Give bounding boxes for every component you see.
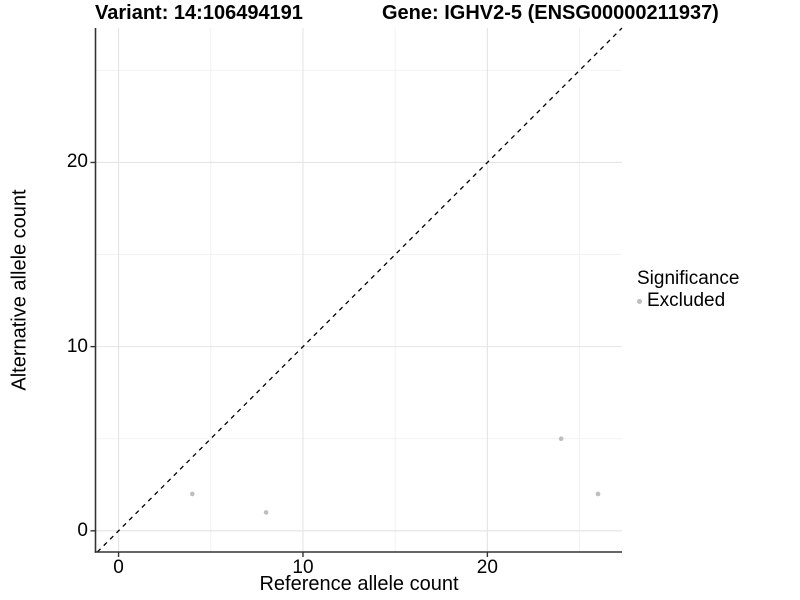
legend-item-label: Excluded	[647, 290, 726, 311]
legend-item-excluded: Excluded	[637, 290, 739, 312]
scatter-point	[190, 491, 195, 497]
x-axis-title: Reference allele count	[259, 573, 459, 595]
y-tick-label: 10	[66, 335, 88, 357]
scatter-point	[558, 436, 564, 442]
x-tick-label: 10	[292, 557, 314, 578]
x-tick-label: 20	[476, 557, 498, 578]
y-tick-label: 0	[77, 519, 88, 541]
x-tick-label: 0	[113, 557, 124, 578]
y-axis-title: Alternative allele count	[8, 189, 31, 391]
legend: Significance Excluded	[637, 268, 739, 312]
identity-dashed-line	[96, 27, 623, 553]
legend-title: Significance	[637, 268, 740, 289]
y-tick-label: 20	[66, 151, 88, 173]
plot-title-gene: Gene: IGHV2-5 (ENSG00000211937)	[382, 2, 719, 24]
scatter-point	[595, 491, 601, 497]
legend-point-icon	[637, 298, 642, 304]
scatter-point	[263, 510, 269, 515]
plot-title-variant: Variant: 14:106494191	[95, 2, 303, 24]
